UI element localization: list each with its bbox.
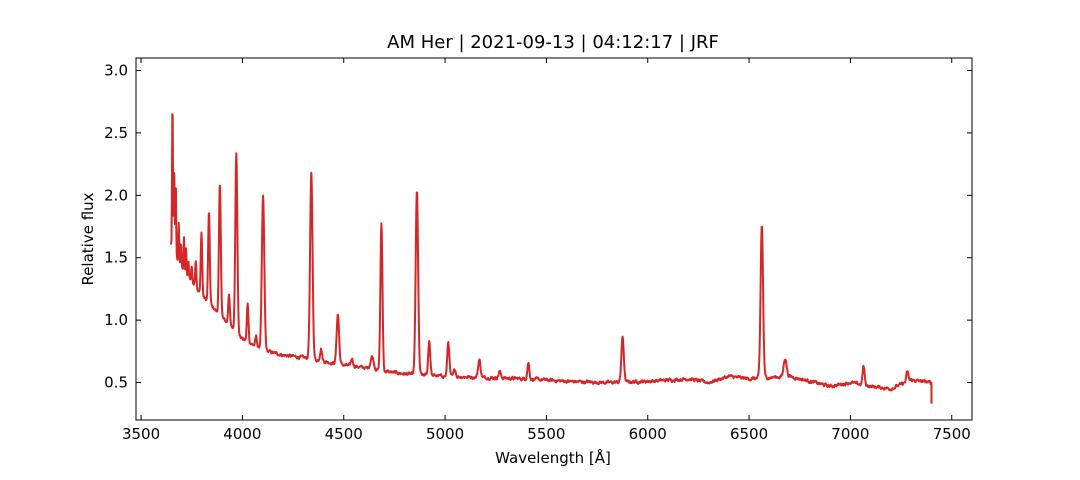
y-tick-label: 0.5 [104,374,128,392]
y-axis-title: Relative flux [79,192,97,285]
plot-layer [170,113,933,404]
x-tick-label: 7500 [933,425,971,443]
x-tick-label: 3500 [122,425,160,443]
y-tick-label: 2.5 [104,124,128,142]
plot-frame [135,57,973,421]
y-axis-ticks: 0.5 1.0 1.5 2.0 2.5 3.0 [104,61,972,392]
y-tick-label: 1.5 [104,249,128,267]
x-tick-label: 5500 [527,425,565,443]
x-axis-title: Wavelength [Å] [495,448,611,467]
chart-title: AM Her | 2021-09-13 | 04:12:17 | JRF [387,32,719,53]
y-tick-label: 3.0 [104,61,128,79]
y-tick-label: 1.0 [104,311,128,329]
x-tick-label: 6000 [629,425,667,443]
spectrum-line [170,113,933,404]
x-tick-label: 4000 [223,425,261,443]
x-tick-label: 5000 [426,425,464,443]
x-tick-label: 6500 [730,425,768,443]
x-tick-label: 4500 [325,425,363,443]
x-axis-ticks: 3500 4000 4500 5000 5500 6000 6500 7000 7500 [122,58,971,443]
x-tick-label: 7000 [831,425,869,443]
y-tick-label: 2.0 [104,186,128,204]
